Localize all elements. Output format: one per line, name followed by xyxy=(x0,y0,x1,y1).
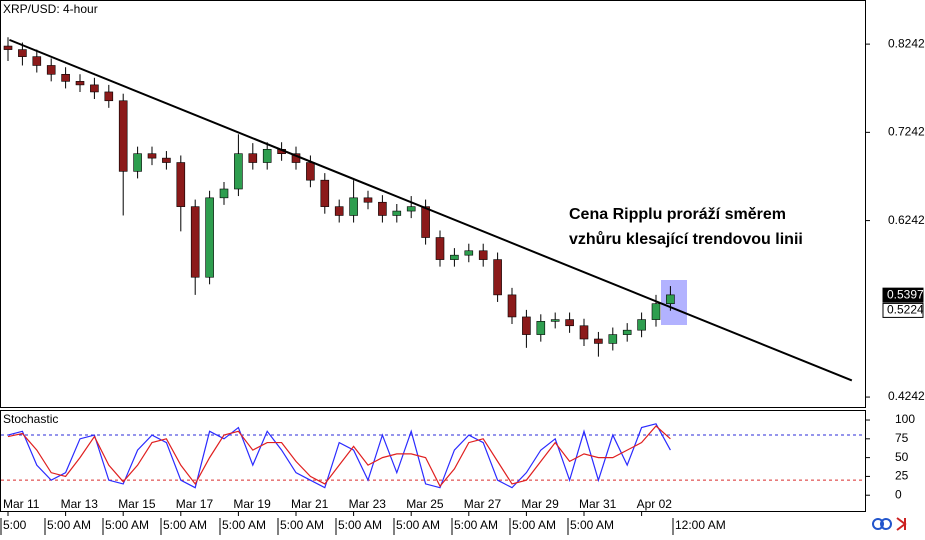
x-tick-label: Mar 29 xyxy=(521,497,559,511)
stochastic-line xyxy=(7,423,671,489)
candle-body xyxy=(46,65,56,75)
y-tick-label: 0.7242 xyxy=(888,125,925,139)
candle-body xyxy=(435,237,445,260)
x-tick-label: Mar 17 xyxy=(176,497,214,511)
y-tick-label: 0.4242 xyxy=(888,389,925,403)
link-icon[interactable] xyxy=(880,518,892,530)
time-label: 5:00 AM xyxy=(570,518,614,532)
annotation: Cena Ripplu proráží směrem xyxy=(569,206,786,223)
indicator-title: Stochastic xyxy=(3,412,58,426)
time-label: 5:00 AM xyxy=(163,518,207,532)
candle-body xyxy=(61,73,70,82)
candle-body xyxy=(378,201,387,216)
candle-body xyxy=(493,259,502,296)
time-label: 5:00 AM xyxy=(105,518,149,532)
x-tick-label: Apr 02 xyxy=(637,497,673,511)
candle-body xyxy=(162,157,171,163)
candle-body xyxy=(104,91,114,102)
candle-body xyxy=(190,206,200,278)
y-tick-label: 50 xyxy=(895,450,909,464)
x-tick-label: Mar 15 xyxy=(118,497,156,511)
candle-body xyxy=(262,148,272,163)
candle-body xyxy=(205,197,214,278)
stochastic-line xyxy=(7,425,671,488)
candle-body xyxy=(306,162,315,181)
time-label: 12:00 AM xyxy=(675,518,726,532)
time-label: 5:00 AM xyxy=(454,518,498,532)
x-tick-label: Mar 27 xyxy=(464,497,502,511)
indicator-panel xyxy=(0,410,866,512)
candle-body xyxy=(118,100,128,172)
time-label: 5:00 AM xyxy=(512,518,556,532)
candle-body xyxy=(133,153,142,172)
candle-body xyxy=(522,316,531,335)
y-tick-label: 0.8242 xyxy=(888,36,925,50)
candle-body xyxy=(3,45,13,50)
toolbar-icons[interactable] xyxy=(872,517,907,531)
candle-body xyxy=(464,250,474,256)
time-label: 5:00 xyxy=(3,518,27,532)
candle-body xyxy=(579,325,589,340)
candle-body xyxy=(219,188,229,199)
candle-body xyxy=(392,210,402,216)
price-label: 0.5397 xyxy=(887,287,924,301)
candle-body xyxy=(421,206,430,238)
price-box xyxy=(882,287,924,303)
y-tick-label: 0.6242 xyxy=(888,213,925,227)
candle-body xyxy=(536,321,546,335)
candle-body xyxy=(651,303,661,320)
candle-body xyxy=(176,162,186,207)
price-label: 0.5224 xyxy=(887,303,924,317)
candle-body xyxy=(608,334,618,344)
candle-body xyxy=(349,197,358,216)
candle-body xyxy=(406,206,416,212)
y-tick-label: 25 xyxy=(895,469,909,483)
candle-body xyxy=(478,250,488,260)
candle-body xyxy=(334,206,344,216)
candle-body xyxy=(18,49,27,57)
candle-body xyxy=(75,81,85,86)
y-tick-label: 100 xyxy=(895,412,915,426)
time-label: 5:00 AM xyxy=(222,518,266,532)
candle-body xyxy=(147,153,157,159)
candle-body xyxy=(594,338,603,344)
candle-body xyxy=(637,319,646,331)
candle-body xyxy=(450,254,459,260)
x-tick-label: Mar 23 xyxy=(349,497,387,511)
x-tick-label: Mar 11 xyxy=(3,497,40,511)
candle-body xyxy=(248,153,258,163)
candle-body xyxy=(32,56,42,66)
x-tick-label: Mar 21 xyxy=(291,497,329,511)
scroll-end-icon[interactable] xyxy=(896,517,907,531)
price-panel xyxy=(0,0,866,408)
trendline xyxy=(9,38,853,382)
candle-body xyxy=(507,294,517,318)
candle-body xyxy=(234,153,243,190)
y-tick-label: 75 xyxy=(895,431,909,445)
annotation: vzhůru klesající trendovou linii xyxy=(569,231,803,248)
candle-body xyxy=(320,179,330,207)
time-label: 5:00 AM xyxy=(396,518,440,532)
candle-body xyxy=(622,329,632,335)
x-tick-label: Mar 31 xyxy=(579,497,617,511)
time-label: 5:00 AM xyxy=(47,518,91,532)
candle-body xyxy=(90,84,99,93)
candle-body xyxy=(550,319,560,322)
candle-body xyxy=(666,294,675,305)
y-tick-label: 0 xyxy=(895,487,902,501)
price-box xyxy=(882,302,924,318)
link-icon[interactable] xyxy=(872,518,884,530)
time-label: 5:00 AM xyxy=(280,518,324,532)
candle-body xyxy=(363,197,373,203)
x-tick-label: Mar 25 xyxy=(406,497,444,511)
x-tick-label: Mar 13 xyxy=(61,497,99,511)
time-label: 5:00 AM xyxy=(338,518,382,532)
candle-body xyxy=(565,319,574,327)
chart-title: XRP/USD: 4-hour xyxy=(3,2,98,16)
x-tick-label: Mar 19 xyxy=(233,497,271,511)
